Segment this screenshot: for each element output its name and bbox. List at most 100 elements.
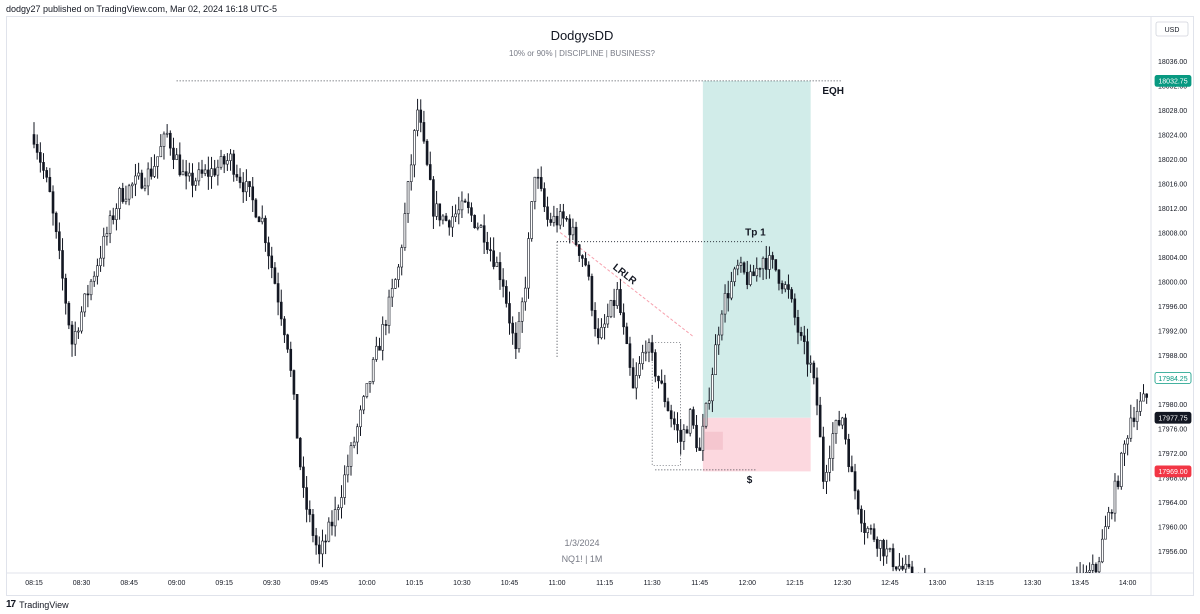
candle-body [70,324,74,345]
candle-body [276,283,280,303]
candle-body [815,377,819,406]
candle-body [921,581,923,582]
candle-body [965,594,967,606]
candle-body [606,316,610,325]
candle-body [761,257,765,270]
candle-body [994,591,996,606]
candle-body [130,183,134,187]
candle-body [663,382,667,402]
candle-body [362,396,365,411]
candle-body [501,279,505,287]
candle-body [612,300,616,306]
candle-body [283,318,286,336]
candle-body [406,181,410,214]
tradingview-logo-icon[interactable]: 17 [6,599,16,610]
candle-body [1060,587,1062,601]
x-tick-label: 12:15 [786,580,804,587]
x-tick-label: 09:30 [263,580,281,587]
candle-body [298,437,302,468]
x-tick-label: 09:00 [168,580,186,587]
candle-body [543,188,546,208]
candle-body [745,271,749,285]
x-tick-label: 11:15 [596,580,613,587]
candle-body [435,203,438,217]
candle-body [669,410,673,420]
candle-body [981,598,983,600]
x-tick-label: 10:30 [453,580,471,587]
candle-body [428,164,432,180]
y-tick-label: 18024.00 [1158,133,1187,140]
candle-body [1129,417,1133,439]
price-badge-label: 18032.75 [1158,79,1187,86]
candle-body [162,133,166,147]
candle-body [473,214,476,228]
candle-body [742,262,746,273]
candle-body [891,548,895,568]
candle-body [51,191,55,214]
candle-body [863,522,866,533]
candle-body [470,207,473,216]
candle-body [346,466,350,476]
candle-body [644,351,648,354]
candle-body [92,275,96,282]
watermark-symbol: NQ1! | 1M [562,554,603,564]
candle-body [207,169,210,177]
candle-body [704,402,708,427]
candle-body [946,587,948,591]
candle-body [486,241,489,250]
candle-body [1085,571,1088,573]
y-tick-label: 18004.00 [1158,255,1187,262]
candle-body [444,215,448,221]
y-tick-label: 18020.00 [1158,157,1187,164]
candle-body [216,166,220,176]
candle-body [904,563,908,570]
candle-body [371,359,375,382]
candle-body [508,303,511,324]
candle-body [1047,598,1049,612]
candle-body [260,217,264,223]
candle-body [565,217,568,220]
candle-body [466,201,470,208]
candle-body [1054,594,1056,597]
price-badge [1154,411,1192,424]
y-tick-label: 18008.00 [1158,231,1187,238]
lrlr-line [559,232,694,338]
candle-body [241,182,245,193]
candle-body [400,247,404,268]
candle-body [1003,595,1005,596]
candle-body [32,134,36,145]
x-tick-label: 10:45 [501,580,519,587]
candle-body [1107,512,1110,527]
candle-body [1000,595,1002,598]
candle-body [317,544,321,555]
candle-body [549,219,553,223]
candle-body [153,166,156,177]
candle-body [409,164,413,182]
candle-body [178,154,182,176]
candle-body [451,216,454,228]
price-badge [1154,75,1192,87]
candle-body [666,401,670,411]
candle-body [203,169,207,174]
candle-body [359,409,362,428]
candle-body [184,171,188,177]
y-tick-label: 17980.00 [1158,402,1187,409]
candle-body [609,300,613,317]
candle-body [1142,393,1145,402]
tradingview-brand[interactable]: TradingView [19,600,69,610]
candle-body [799,332,803,337]
candle-body [80,311,83,332]
candle-body [990,591,992,610]
candle-body [337,507,340,510]
candle-body [99,257,102,267]
candle-body [1022,608,1024,612]
candle-body [682,429,686,442]
y-tick-label: 17992.00 [1158,329,1187,336]
candle-body [42,162,45,171]
candle-body [714,344,717,375]
candle-body [191,172,194,186]
x-tick-label: 12:45 [881,580,899,587]
candle-body [898,565,901,570]
candle-body [1063,587,1065,588]
